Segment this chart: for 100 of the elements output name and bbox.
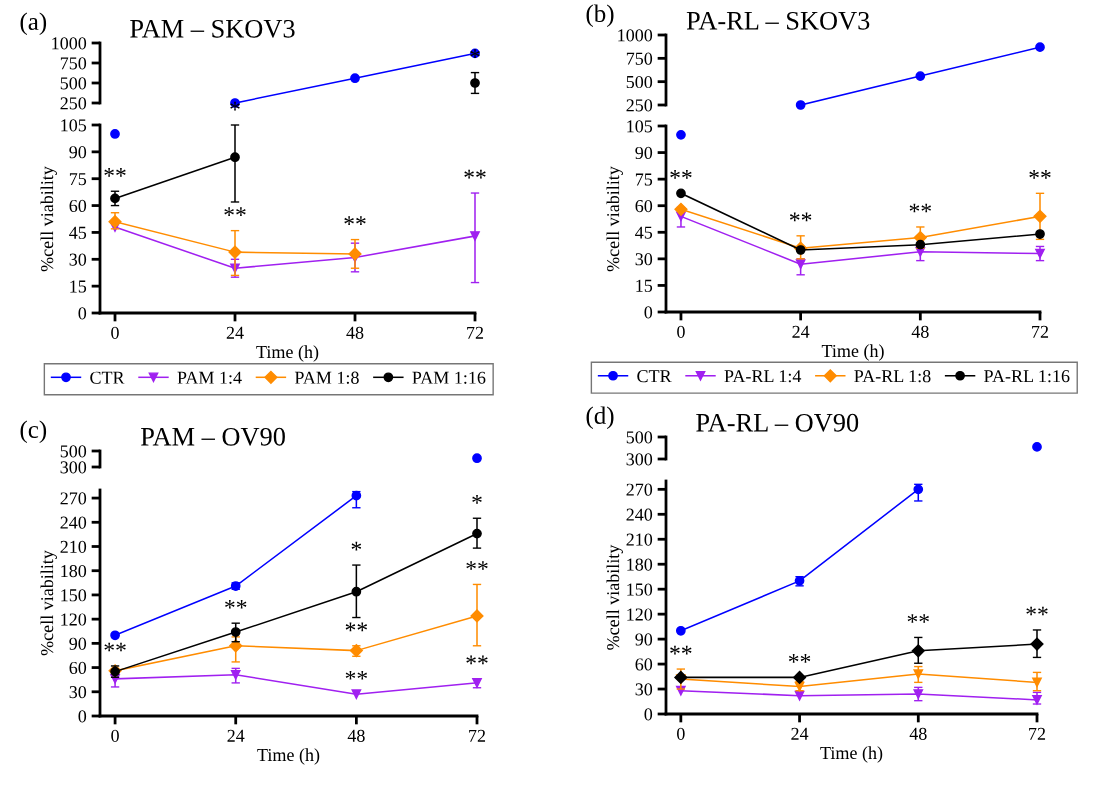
x-tick-label: 72 bbox=[469, 729, 486, 742]
x-tick-label: 0 bbox=[677, 727, 685, 740]
data-label: ** bbox=[907, 614, 929, 623]
data-label: ** bbox=[104, 167, 126, 177]
y-tick-label: 30 bbox=[635, 683, 653, 696]
y-tick-label: 0 bbox=[78, 710, 87, 723]
data-label: ** bbox=[909, 203, 931, 213]
y-tick-label: 1000 bbox=[618, 29, 653, 42]
y-tick-label: 500 bbox=[60, 445, 87, 458]
y-tick-label: 90 bbox=[635, 633, 653, 646]
legend-label: PAM 1:16 bbox=[412, 371, 486, 384]
y-tick-label: 0 bbox=[644, 708, 653, 721]
chart-title: PA-RL – SKOV3 bbox=[686, 11, 870, 30]
x-tick-label: 24 bbox=[791, 727, 809, 740]
y-tick-label: 30 bbox=[69, 686, 87, 699]
y-tick-label: 150 bbox=[627, 583, 653, 596]
y-axis-title: %cell viability bbox=[40, 550, 57, 656]
y-tick-label: 240 bbox=[626, 508, 653, 521]
y-tick-label: 270 bbox=[626, 483, 653, 496]
chart-title: PA-RL – OV90 bbox=[696, 413, 859, 432]
y-tick-label: 60 bbox=[635, 658, 653, 671]
data-label: ** bbox=[1026, 606, 1048, 616]
data-label: ** bbox=[788, 654, 811, 663]
data-label: ** bbox=[466, 561, 488, 570]
y-tick-label: 300 bbox=[626, 453, 653, 466]
y-tick-label: 210 bbox=[626, 533, 653, 546]
data-label: ** bbox=[225, 599, 247, 609]
legend-label: CTR bbox=[637, 370, 672, 383]
y-tick-label: 15 bbox=[70, 280, 87, 293]
y-tick-label: 105 bbox=[627, 120, 653, 133]
y-tick-label: 250 bbox=[60, 97, 87, 110]
x-tick-label: 24 bbox=[227, 729, 245, 742]
data-label: ** bbox=[1029, 170, 1051, 179]
data-label: ** bbox=[464, 169, 486, 179]
data-label: * bbox=[472, 494, 482, 504]
y-tick-label: 60 bbox=[69, 199, 87, 213]
data-label: ** bbox=[670, 170, 692, 179]
y-tick-label: 750 bbox=[60, 57, 87, 70]
data-label: ** bbox=[345, 670, 368, 680]
y-tick-label: 90 bbox=[69, 637, 87, 650]
legend-label: PAM 1:4 bbox=[177, 371, 242, 384]
y-tick-label: 45 bbox=[69, 226, 87, 239]
legend-label: PA-RL 1:16 bbox=[984, 370, 1070, 383]
y-tick-label: 75 bbox=[635, 173, 653, 186]
x-tick-label: 48 bbox=[909, 727, 927, 740]
y-tick-label: 120 bbox=[627, 608, 653, 621]
data-label: ** bbox=[224, 207, 246, 217]
x-tick-label: 72 bbox=[1029, 727, 1046, 740]
y-tick-label: 300 bbox=[60, 461, 87, 474]
y-tick-label: 15 bbox=[636, 279, 653, 292]
legend-label: CTR bbox=[90, 371, 125, 384]
y-tick-label: 45 bbox=[635, 226, 653, 239]
y-tick-label: 150 bbox=[61, 589, 87, 602]
data-label: * bbox=[351, 541, 362, 551]
data-label: ** bbox=[345, 622, 368, 632]
y-tick-label: 30 bbox=[635, 253, 653, 266]
y-tick-label: 500 bbox=[626, 431, 653, 444]
y-tick-label: 1000 bbox=[52, 37, 87, 50]
x-tick-label: 0 bbox=[677, 325, 685, 338]
y-axis-title: %cell viability bbox=[606, 166, 623, 272]
x-axis-title: Time (h) bbox=[256, 345, 319, 362]
y-tick-label: 105 bbox=[61, 119, 87, 132]
x-tick-label: 48 bbox=[346, 326, 364, 339]
data-label: * bbox=[470, 49, 480, 58]
y-tick-label: 0 bbox=[644, 306, 653, 319]
y-tick-label: 750 bbox=[626, 52, 653, 65]
data-label: ** bbox=[344, 216, 366, 225]
y-tick-label: 90 bbox=[69, 146, 87, 159]
x-tick-label: 48 bbox=[911, 325, 929, 338]
y-axis-title: %cell viability bbox=[606, 544, 623, 650]
x-tick-label: 24 bbox=[792, 325, 810, 338]
y-tick-label: 250 bbox=[626, 99, 653, 112]
chart-title: PAM – SKOV3 bbox=[130, 19, 295, 38]
data-label: ** bbox=[670, 645, 692, 655]
y-tick-label: 30 bbox=[69, 253, 87, 266]
y-tick-label: 60 bbox=[69, 661, 87, 675]
text: (c) bbox=[20, 420, 47, 444]
text: (d) bbox=[586, 406, 614, 430]
x-tick-label: 48 bbox=[347, 729, 365, 742]
text: (b) bbox=[586, 4, 614, 28]
x-tick-label: 72 bbox=[1032, 325, 1049, 338]
legend-label: PA-RL 1:8 bbox=[854, 370, 931, 383]
x-axis-title: Time (h) bbox=[821, 344, 884, 361]
data-label: ** bbox=[466, 655, 488, 665]
y-axis-title: %cell viability bbox=[40, 166, 57, 272]
y-tick-label: 240 bbox=[60, 516, 87, 529]
y-tick-label: 60 bbox=[635, 199, 653, 213]
x-tick-label: 72 bbox=[467, 326, 484, 339]
legend-label: PAM 1:8 bbox=[294, 371, 359, 384]
y-tick-label: 500 bbox=[60, 77, 87, 90]
y-tick-label: 90 bbox=[635, 146, 653, 160]
y-tick-label: 270 bbox=[60, 492, 87, 505]
y-tick-label: 0 bbox=[78, 307, 87, 320]
x-tick-label: 0 bbox=[111, 729, 119, 742]
data-label: ** bbox=[104, 642, 126, 652]
chart-title: PAM – OV90 bbox=[141, 427, 285, 446]
data-label: ** bbox=[789, 212, 812, 222]
x-axis-title: Time (h) bbox=[820, 746, 883, 763]
x-tick-label: 24 bbox=[226, 326, 244, 339]
y-tick-label: 210 bbox=[60, 540, 87, 553]
